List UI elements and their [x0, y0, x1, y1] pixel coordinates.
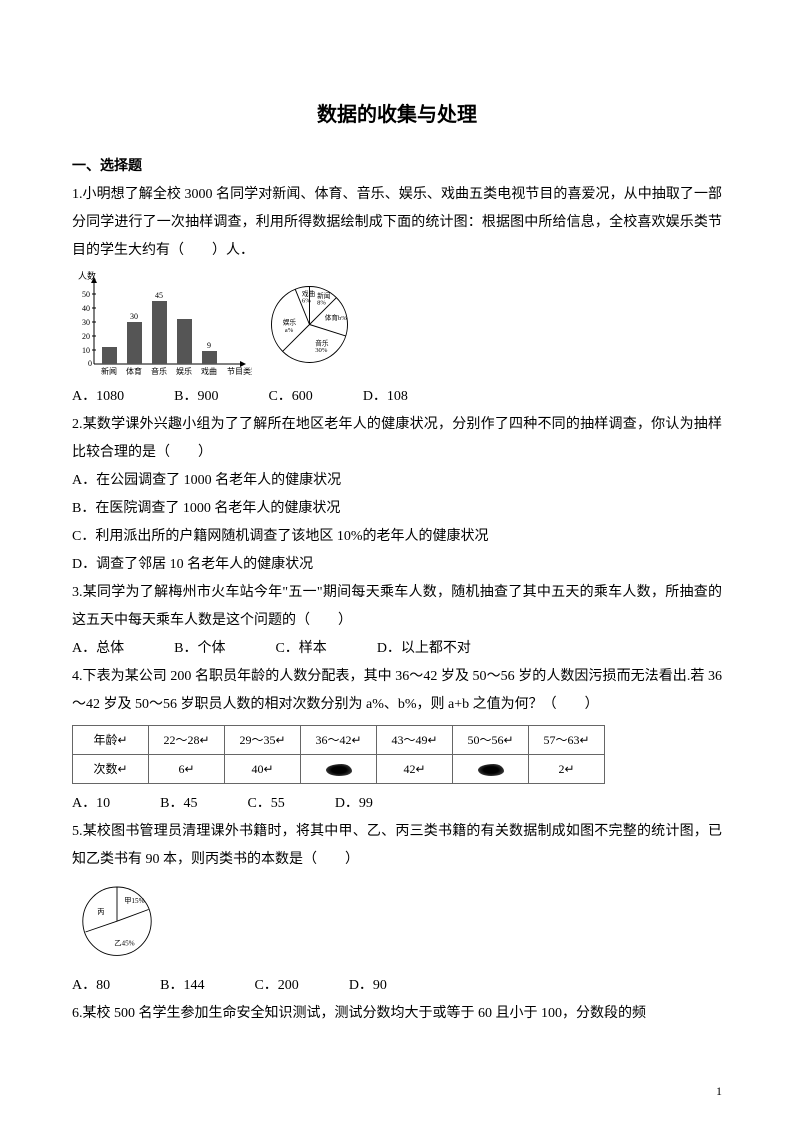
svg-text:9: 9 — [207, 341, 211, 350]
q4-opt-a: A．10 — [72, 790, 110, 818]
q4-opt-c: C．55 — [247, 790, 284, 818]
q4-opt-b: B．45 — [160, 790, 197, 818]
svg-text:8%: 8% — [317, 299, 326, 306]
q2-opt-c: C．利用派出所的户籍网随机调查了该地区 10%的老年人的健康状况 — [72, 523, 722, 551]
svg-text:乙45%: 乙45% — [114, 940, 134, 948]
svg-text:30: 30 — [130, 312, 138, 321]
svg-text:30%: 30% — [315, 347, 328, 354]
q1-opt-d: D．108 — [363, 383, 408, 411]
th-c1: 22～28↵ — [149, 726, 225, 755]
svg-text:30: 30 — [82, 318, 90, 327]
svg-text:10: 10 — [82, 346, 90, 355]
svg-text:娱乐: 娱乐 — [283, 317, 297, 326]
page-title: 数据的收集与处理 — [72, 95, 722, 135]
th-c4: 43～49↵ — [377, 726, 453, 755]
q3-opt-a: A．总体 — [72, 635, 124, 663]
cell: 40↵ — [225, 755, 301, 784]
q3-options: A．总体 B．个体 C．样本 D．以上都不对 — [72, 635, 722, 663]
svg-text:45: 45 — [155, 291, 163, 300]
th-c3: 36～42↵ — [301, 726, 377, 755]
q3-opt-c: C．样本 — [275, 635, 326, 663]
pie-chart-q5: 甲15% 乙45% 丙 — [72, 878, 162, 968]
q5-opt-b: B．144 — [160, 972, 204, 1000]
section-header: 一、选择题 — [72, 153, 722, 181]
svg-text:节目类别: 节目类别 — [227, 366, 252, 376]
q1-opt-c: C．600 — [268, 383, 312, 411]
svg-text:50: 50 — [82, 290, 90, 299]
pie-chart-q1: 戏曲6% 新闻8% 体育b% 音乐30% 娱乐a% — [262, 277, 357, 372]
svg-text:0: 0 — [88, 359, 92, 368]
q1-opt-b: B．900 — [174, 383, 218, 411]
table-row: 年龄↵ 22～28↵ 29～35↵ 36～42↵ 43～49↵ 50～56↵ 5… — [73, 726, 605, 755]
th-c2: 29～35↵ — [225, 726, 301, 755]
th-age: 年龄↵ — [73, 726, 149, 755]
svg-text:a%: a% — [285, 327, 294, 334]
q4-table: 年龄↵ 22～28↵ 29～35↵ 36～42↵ 43～49↵ 50～56↵ 5… — [72, 725, 605, 784]
q3-opt-d: D．以上都不对 — [377, 635, 471, 663]
cell: 2↵ — [529, 755, 605, 784]
th-c6: 57～63↵ — [529, 726, 605, 755]
cell-smudge — [453, 755, 529, 784]
svg-text:音乐: 音乐 — [151, 366, 167, 376]
svg-text:20: 20 — [82, 332, 90, 341]
cell-smudge — [301, 755, 377, 784]
q3-opt-b: B．个体 — [174, 635, 225, 663]
svg-text:丙: 丙 — [97, 908, 104, 916]
q4-options: A．10 B．45 C．55 D．99 — [72, 790, 722, 818]
svg-text:新闻: 新闻 — [317, 290, 331, 299]
q4-text: 4.下表为某公司 200 名职员年龄的人数分配表，其中 36～42 岁及 50～… — [72, 663, 722, 719]
svg-text:体育: 体育 — [126, 366, 142, 376]
svg-text:娱乐: 娱乐 — [176, 366, 192, 376]
q1-charts: 人数 0 10 20 30 40 50 30 — [72, 269, 722, 379]
q1-opt-a: A．1080 — [72, 383, 124, 411]
q2-opt-b: B．在医院调查了 1000 名老年人的健康状况 — [72, 495, 722, 523]
q6-text: 6.某校 500 名学生参加生命安全知识测试，测试分数均大于或等于 60 且小于… — [72, 1000, 722, 1028]
q4-opt-d: D．99 — [335, 790, 373, 818]
svg-text:6%: 6% — [302, 297, 311, 304]
q1-text: 1.小明想了解全校 3000 名同学对新闻、体育、音乐、娱乐、戏曲五类电视节目的… — [72, 181, 722, 265]
q2-text: 2.某数学课外兴趣小组为了了解所在地区老年人的健康状况，分别作了四种不同的抽样调… — [72, 411, 722, 467]
q5-options: A．80 B．144 C．200 D．90 — [72, 972, 722, 1000]
svg-text:甲15%: 甲15% — [124, 897, 144, 905]
bar-chart: 人数 0 10 20 30 40 50 30 — [72, 269, 252, 379]
row-label: 次数↵ — [73, 755, 149, 784]
q3-text: 3.某同学为了解梅州市火车站今年"五一"期间每天乘车人数，随机抽查了其中五天的乘… — [72, 579, 722, 635]
q5-opt-d: D．90 — [349, 972, 387, 1000]
q2-opt-d: D．调查了邻居 10 名老年人的健康状况 — [72, 551, 722, 579]
q5-opt-c: C．200 — [254, 972, 298, 1000]
q2-opt-a: A．在公园调查了 1000 名老年人的健康状况 — [72, 467, 722, 495]
cell: 6↵ — [149, 755, 225, 784]
table-row: 次数↵ 6↵ 40↵ 42↵ 2↵ — [73, 755, 605, 784]
svg-text:新闻: 新闻 — [101, 366, 117, 376]
th-c5: 50～56↵ — [453, 726, 529, 755]
page-number: 1 — [716, 1084, 722, 1099]
q5-text: 5.某校图书管理员清理课外书籍时，将其中甲、乙、丙三类书籍的有关数据制成如图不完… — [72, 818, 722, 874]
svg-text:音乐: 音乐 — [315, 338, 329, 347]
svg-text:40: 40 — [82, 304, 90, 313]
svg-text:戏曲: 戏曲 — [302, 289, 315, 298]
q1-options: A．1080 B．900 C．600 D．108 — [72, 383, 722, 411]
q5-opt-a: A．80 — [72, 972, 110, 1000]
svg-text:戏曲: 戏曲 — [201, 366, 217, 376]
cell: 42↵ — [377, 755, 453, 784]
svg-text:体育b%: 体育b% — [325, 312, 348, 321]
